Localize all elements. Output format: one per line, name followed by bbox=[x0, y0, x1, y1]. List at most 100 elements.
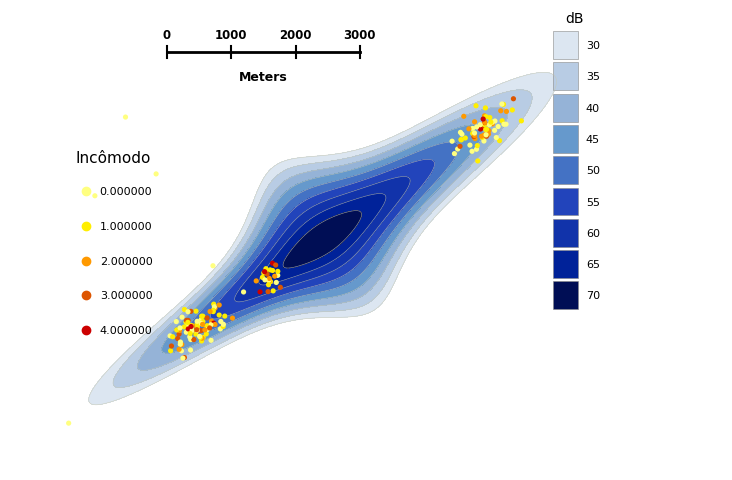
Point bbox=[214, 325, 226, 333]
Point bbox=[250, 277, 262, 285]
Point bbox=[507, 96, 519, 103]
Point bbox=[182, 308, 194, 316]
Point bbox=[264, 266, 276, 274]
Point bbox=[477, 125, 489, 132]
Point bbox=[452, 146, 463, 154]
Point bbox=[259, 276, 271, 284]
Point bbox=[195, 337, 207, 345]
Point bbox=[174, 324, 186, 332]
Text: 50: 50 bbox=[586, 166, 600, 176]
Point bbox=[468, 133, 479, 141]
Point bbox=[191, 324, 203, 332]
Point bbox=[205, 337, 217, 345]
Point bbox=[187, 327, 198, 335]
Text: 3.000000: 3.000000 bbox=[100, 291, 152, 300]
Point bbox=[264, 278, 275, 286]
Point bbox=[270, 262, 282, 269]
Point bbox=[204, 308, 216, 316]
Point bbox=[176, 347, 187, 355]
Point bbox=[213, 312, 225, 319]
Text: 1000: 1000 bbox=[215, 29, 247, 42]
Point bbox=[187, 322, 198, 330]
Text: 40: 40 bbox=[586, 104, 600, 113]
Bar bbox=[553, 32, 578, 60]
Point bbox=[454, 143, 466, 151]
Point bbox=[191, 328, 203, 336]
Text: 55: 55 bbox=[586, 197, 600, 207]
Point bbox=[455, 137, 467, 144]
Point bbox=[176, 313, 188, 321]
Point bbox=[191, 318, 203, 325]
Point bbox=[185, 308, 197, 315]
Point bbox=[478, 138, 490, 145]
Point bbox=[207, 263, 219, 270]
Point bbox=[173, 327, 185, 335]
Point bbox=[209, 303, 220, 311]
Point bbox=[194, 333, 206, 340]
Text: Meters: Meters bbox=[239, 71, 288, 84]
Point bbox=[272, 268, 284, 276]
Text: 0.000000: 0.000000 bbox=[100, 187, 152, 197]
Point bbox=[201, 323, 213, 331]
Bar bbox=[553, 219, 578, 247]
Point bbox=[185, 322, 197, 330]
Text: 70: 70 bbox=[586, 291, 600, 300]
Point bbox=[171, 326, 182, 334]
Point bbox=[198, 334, 209, 342]
Point bbox=[89, 192, 101, 200]
Point bbox=[217, 321, 229, 328]
Point bbox=[165, 342, 177, 350]
Point bbox=[481, 126, 493, 133]
Point bbox=[479, 132, 490, 140]
Point bbox=[495, 108, 507, 115]
Point bbox=[185, 336, 197, 344]
Point bbox=[181, 317, 193, 324]
Point bbox=[480, 114, 492, 121]
Point bbox=[471, 143, 483, 150]
Point bbox=[501, 108, 512, 116]
Point bbox=[208, 320, 220, 327]
Point bbox=[196, 335, 208, 342]
Text: 0: 0 bbox=[163, 29, 171, 42]
Point bbox=[201, 322, 213, 330]
Point bbox=[173, 346, 185, 353]
Text: 45: 45 bbox=[586, 135, 600, 144]
Point bbox=[180, 319, 192, 326]
Point bbox=[177, 355, 189, 362]
Point bbox=[479, 120, 490, 127]
Bar bbox=[553, 251, 578, 278]
Point bbox=[487, 119, 498, 127]
Point bbox=[266, 267, 278, 275]
Point bbox=[263, 281, 274, 289]
Text: 2000: 2000 bbox=[280, 29, 312, 42]
Bar bbox=[553, 63, 578, 91]
Point bbox=[260, 268, 272, 276]
Point bbox=[195, 312, 207, 320]
Point bbox=[485, 119, 497, 127]
Point bbox=[182, 325, 194, 333]
Point bbox=[483, 128, 495, 135]
Bar bbox=[553, 157, 578, 185]
Point bbox=[217, 323, 229, 331]
Point bbox=[468, 119, 480, 126]
Point bbox=[150, 171, 162, 179]
Point bbox=[184, 330, 196, 337]
Point bbox=[219, 312, 231, 320]
Point bbox=[174, 338, 186, 346]
Point bbox=[487, 121, 498, 129]
Point bbox=[192, 322, 203, 329]
Point bbox=[466, 148, 478, 156]
Point bbox=[480, 132, 492, 139]
Point bbox=[164, 332, 176, 340]
Point bbox=[496, 101, 508, 108]
Point bbox=[254, 288, 266, 296]
Text: dB: dB bbox=[566, 12, 584, 26]
Point bbox=[471, 146, 482, 154]
Point bbox=[447, 138, 458, 146]
Point bbox=[209, 321, 221, 329]
Point bbox=[479, 121, 490, 129]
Point bbox=[238, 288, 250, 296]
Point bbox=[455, 136, 467, 144]
Point bbox=[260, 265, 272, 273]
Point bbox=[477, 134, 488, 142]
